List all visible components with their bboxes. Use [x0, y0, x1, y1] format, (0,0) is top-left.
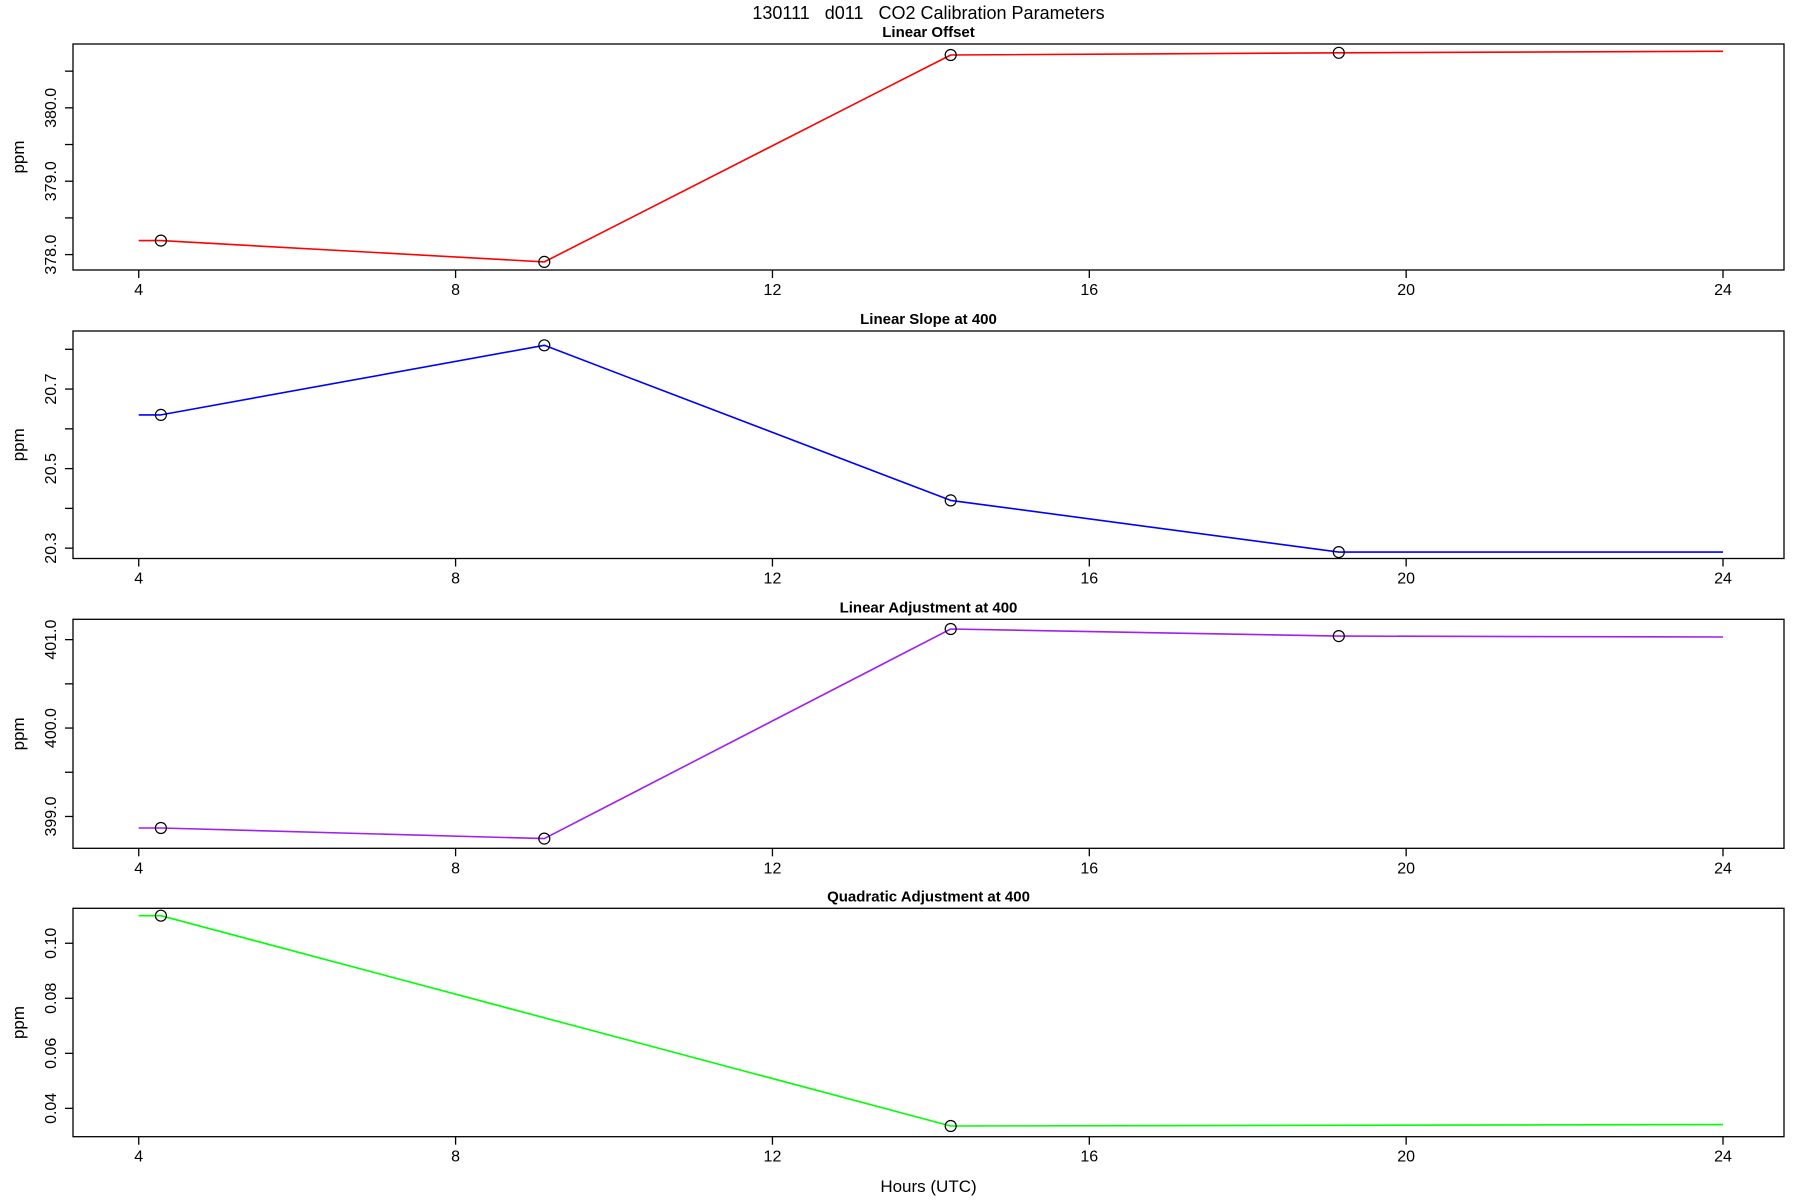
- y-tick-label: 0.04: [43, 1093, 60, 1124]
- data-point-marker-linear-slope-at-400-ppm: [538, 339, 551, 352]
- data-point-marker-quadratic-adjustment-at-400-ppm: [944, 1119, 957, 1133]
- y-tick-label: 399.0: [43, 796, 60, 836]
- y-axis-label-quadratic-adjustment-at-400: ppm: [9, 1006, 28, 1039]
- y-axis-label-linear-adjustment-at-400: ppm: [9, 717, 28, 750]
- panel-border-linear-slope-at-400: [72, 330, 1785, 560]
- x-tick-label: 4: [134, 571, 143, 588]
- x-tick-label: 20: [1397, 282, 1415, 299]
- x-tick-label: 24: [1714, 571, 1732, 588]
- y-tick-label: 0.08: [43, 983, 60, 1014]
- x-axis-label: Hours (UTC): [880, 1177, 976, 1196]
- data-point-marker-linear-slope-at-400-ppm: [1332, 545, 1345, 559]
- series-line-linear-offset-ppm: [138, 50, 1724, 263]
- panel-title-linear-offset: Linear Offset: [882, 24, 975, 41]
- x-tick-label: 16: [1080, 860, 1098, 877]
- x-tick-label: 20: [1397, 571, 1415, 588]
- data-point-marker-linear-slope-at-400-ppm: [154, 408, 167, 421]
- y-axis-label-linear-slope-at-400: ppm: [9, 428, 28, 461]
- data-point-marker-linear-offset-ppm: [1332, 46, 1345, 59]
- x-tick-label: 4: [134, 860, 143, 877]
- y-tick-label: 20.7: [43, 373, 60, 404]
- x-tick-label: 20: [1397, 860, 1415, 877]
- panel-title-linear-adjustment-at-400: Linear Adjustment at 400: [840, 599, 1018, 616]
- x-tick-label: 8: [451, 282, 460, 299]
- y-tick-label: 401.0: [43, 620, 60, 660]
- x-tick-label: 8: [451, 860, 460, 877]
- panel-border-linear-adjustment-at-400: [72, 618, 1785, 849]
- panel-title-linear-slope-at-400: Linear Slope at 400: [860, 311, 997, 328]
- figure-title: 130111 d011 CO2 Calibration Parameters: [752, 3, 1104, 23]
- panel-border-quadratic-adjustment-at-400: [72, 907, 1785, 1138]
- data-point-marker-linear-adjustment-at-400-ppm: [538, 832, 551, 845]
- y-axis-label-linear-offset: ppm: [9, 140, 28, 173]
- x-tick-label: 8: [451, 1149, 460, 1166]
- x-tick-label: 4: [134, 282, 143, 299]
- series-line-linear-slope-at-400-ppm: [138, 344, 1723, 553]
- panel-border-linear-offset: [72, 43, 1785, 271]
- x-tick-label: 24: [1714, 860, 1732, 877]
- x-tick-label: 4: [134, 1149, 143, 1166]
- y-tick-label: 20.5: [43, 453, 60, 484]
- x-tick-label: 12: [764, 282, 782, 299]
- x-tick-label: 12: [764, 860, 782, 877]
- data-point-marker-linear-adjustment-at-400-ppm: [1332, 629, 1345, 643]
- data-point-marker-linear-slope-at-400-ppm: [944, 494, 957, 507]
- y-tick-label: 380.0: [43, 88, 60, 128]
- data-point-marker-linear-adjustment-at-400-ppm: [944, 622, 957, 636]
- x-tick-label: 24: [1714, 1149, 1732, 1166]
- y-tick-label: 379.0: [43, 161, 60, 201]
- y-tick-label: 400.0: [43, 708, 60, 748]
- y-tick-label: 0.06: [43, 1038, 60, 1069]
- x-tick-label: 20: [1397, 1149, 1415, 1166]
- y-tick-label: 20.3: [43, 532, 60, 563]
- data-point-marker-linear-offset-ppm: [944, 48, 957, 62]
- x-tick-label: 16: [1080, 282, 1098, 299]
- x-tick-label: 16: [1080, 571, 1098, 588]
- x-tick-label: 8: [451, 571, 460, 588]
- panel-title-quadratic-adjustment-at-400: Quadratic Adjustment at 400: [827, 888, 1030, 905]
- y-tick-label: 0.10: [43, 928, 60, 959]
- x-tick-label: 24: [1714, 282, 1732, 299]
- series-line-quadratic-adjustment-at-400-ppm: [138, 914, 1724, 1127]
- data-point-marker-linear-offset-ppm: [538, 255, 551, 268]
- series-line-linear-adjustment-at-400-ppm: [138, 628, 1724, 840]
- data-point-marker-linear-adjustment-at-400-ppm: [154, 821, 167, 835]
- x-tick-label: 12: [764, 1149, 782, 1166]
- data-point-marker-linear-offset-ppm: [154, 234, 167, 247]
- data-point-marker-quadratic-adjustment-at-400-ppm: [154, 909, 167, 922]
- x-tick-label: 12: [764, 571, 782, 588]
- y-tick-label: 378.0: [43, 234, 60, 274]
- x-tick-label: 16: [1080, 1149, 1098, 1166]
